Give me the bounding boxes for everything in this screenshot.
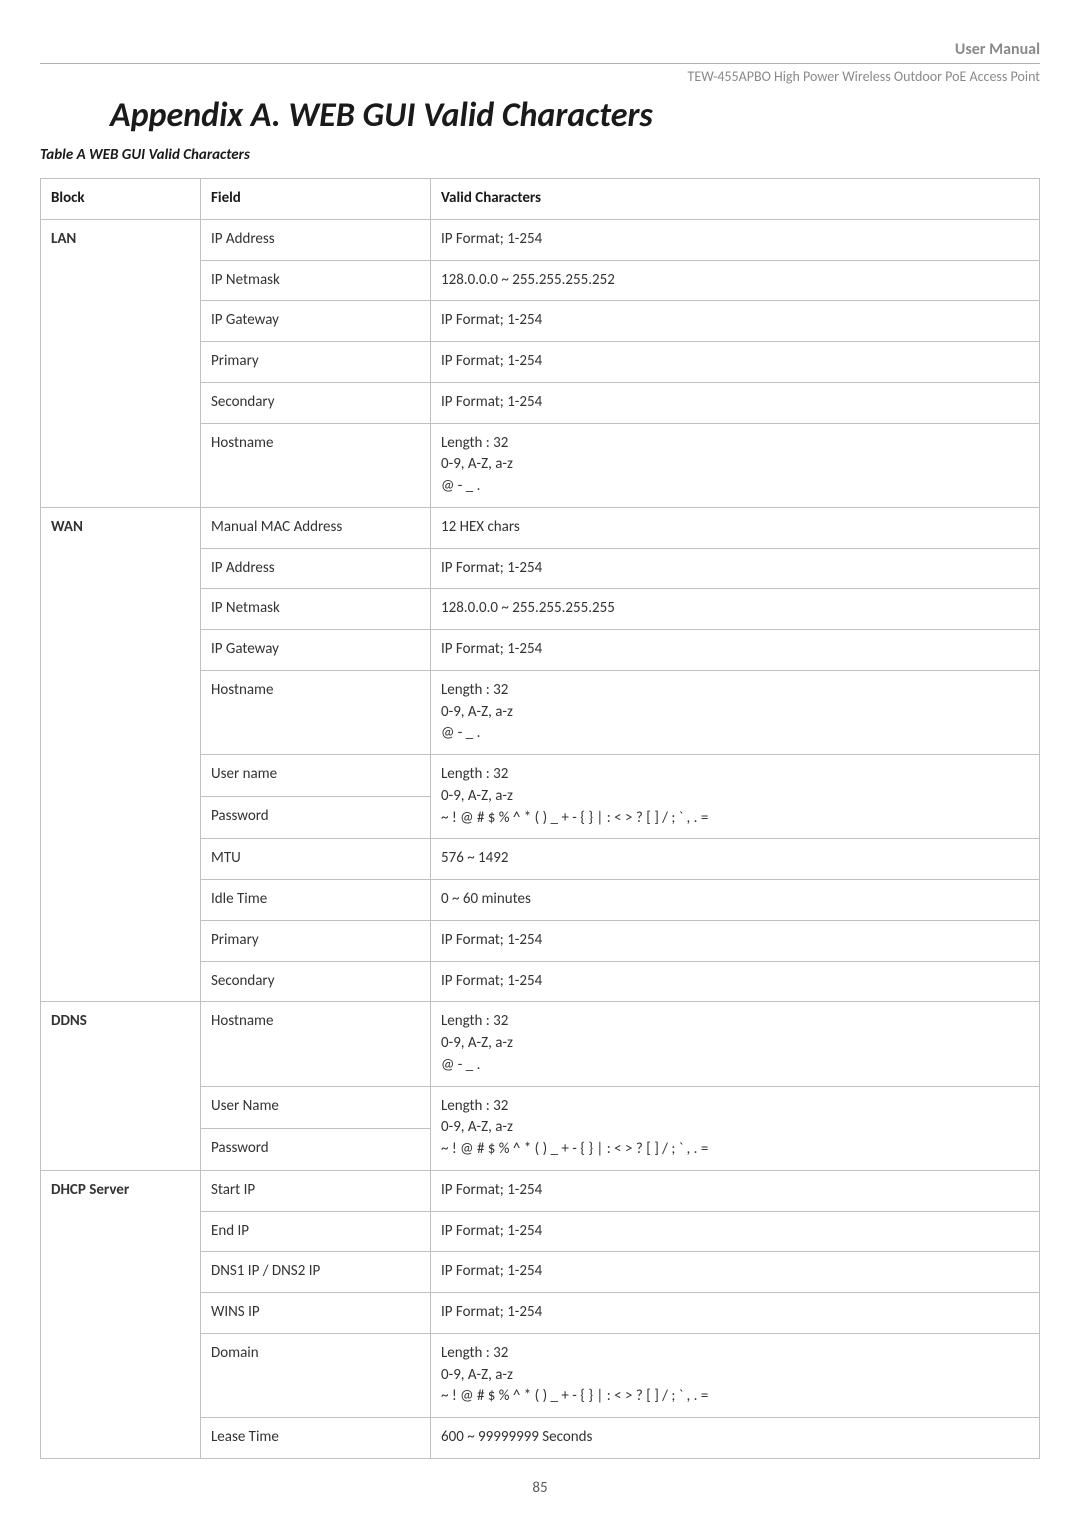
field: IP Address [201, 219, 431, 260]
field: Secondary [201, 382, 431, 423]
table-header-row: Block Field Valid Characters [41, 179, 1040, 220]
valid: IP Format; 1-254 [431, 382, 1040, 423]
valid: Length : 320-9, A-Z, a-z@ - _ . [431, 1002, 1040, 1086]
field: Idle Time [201, 880, 431, 921]
valid: Length : 320-9, A-Z, a-z@ - _ . [431, 670, 1040, 754]
valid: 600 ~ 99999999 Seconds [431, 1418, 1040, 1459]
field: Hostname [201, 670, 431, 754]
table-row: WAN Manual MAC Address 12 HEX chars [41, 507, 1040, 548]
valid: Length : 320-9, A-Z, a-z~ ! @ # $ % ^ * … [431, 1333, 1040, 1417]
valid-l1: Length : 320-9, A-Z, a-z [441, 765, 513, 805]
valid: IP Format; 1-254 [431, 1293, 1040, 1334]
valid-chars-table: Block Field Valid Characters LAN IP Addr… [40, 178, 1040, 1459]
field: IP Netmask [201, 260, 431, 301]
field: Hostname [201, 423, 431, 507]
valid: 128.0.0.0 ~ 255.255.255.255 [431, 589, 1040, 630]
field: User Name [201, 1086, 431, 1128]
valid: IP Format; 1-254 [431, 961, 1040, 1002]
block-ddns: DDNS [41, 1002, 201, 1171]
field: Lease Time [201, 1418, 431, 1459]
valid: IP Format; 1-254 [431, 342, 1040, 383]
col-block: Block [41, 179, 201, 220]
valid: 576 ~ 1492 [431, 839, 1040, 880]
table-row: DHCP Server Start IP IP Format; 1-254 [41, 1170, 1040, 1211]
field: Primary [201, 920, 431, 961]
field: WINS IP [201, 1293, 431, 1334]
valid-l2: ~ ! @ # $ % ^ * ( ) _ + - { } | : < > ? … [441, 809, 708, 827]
valid: IP Format; 1-254 [431, 219, 1040, 260]
valid: 128.0.0.0 ~ 255.255.255.252 [431, 260, 1040, 301]
valid: 12 HEX chars [431, 507, 1040, 548]
valid: IP Format; 1-254 [431, 1211, 1040, 1252]
page-number: 85 [0, 1479, 1080, 1497]
table-caption: Table A WEB GUI Valid Characters [40, 146, 1040, 164]
col-field: Field [201, 179, 431, 220]
doc-subtitle: TEW-455APBO High Power Wireless Outdoor … [40, 68, 1040, 85]
field: Domain [201, 1333, 431, 1417]
field: MTU [201, 839, 431, 880]
field: Manual MAC Address [201, 507, 431, 548]
block-lan: LAN [41, 219, 201, 507]
valid: IP Format; 1-254 [431, 630, 1040, 671]
header-divider [40, 63, 1040, 64]
field: IP Netmask [201, 589, 431, 630]
valid: IP Format; 1-254 [431, 920, 1040, 961]
field: IP Address [201, 548, 431, 589]
doc-title: User Manual [955, 40, 1040, 59]
valid-l2: ~ ! @ # $ % ^ * ( ) _ + - { } | : < > ? … [441, 1140, 708, 1158]
valid: IP Format; 1-254 [431, 548, 1040, 589]
field: Secondary [201, 961, 431, 1002]
field: Start IP [201, 1170, 431, 1211]
valid: 0 ~ 60 minutes [431, 880, 1040, 921]
field: Primary [201, 342, 431, 383]
valid: IP Format; 1-254 [431, 1170, 1040, 1211]
valid: IP Format; 1-254 [431, 301, 1040, 342]
field: DNS1 IP / DNS2 IP [201, 1252, 431, 1293]
page-heading: Appendix A. WEB GUI Valid Characters [110, 95, 1040, 136]
valid-l1: Length : 320-9, A-Z, a-z [441, 1097, 513, 1137]
table-row: LAN IP Address IP Format; 1-254 [41, 219, 1040, 260]
field: IP Gateway [201, 301, 431, 342]
valid: Length : 320-9, A-Z, a-z ~ ! @ # $ % ^ * … [431, 1086, 1040, 1170]
col-valid: Valid Characters [431, 179, 1040, 220]
field: User name [201, 755, 431, 797]
field: Hostname [201, 1002, 431, 1086]
field: IP Gateway [201, 630, 431, 671]
valid: Length : 320-9, A-Z, a-z@ - _ . [431, 423, 1040, 507]
block-dhcp: DHCP Server [41, 1170, 201, 1458]
field: Password [201, 1128, 431, 1170]
block-wan: WAN [41, 507, 201, 1002]
field: End IP [201, 1211, 431, 1252]
table-row: DDNS Hostname Length : 320-9, A-Z, a-z@ … [41, 1002, 1040, 1086]
valid: Length : 320-9, A-Z, a-z ~ ! @ # $ % ^ * … [431, 755, 1040, 839]
field: Password [201, 797, 431, 839]
valid: IP Format; 1-254 [431, 1252, 1040, 1293]
